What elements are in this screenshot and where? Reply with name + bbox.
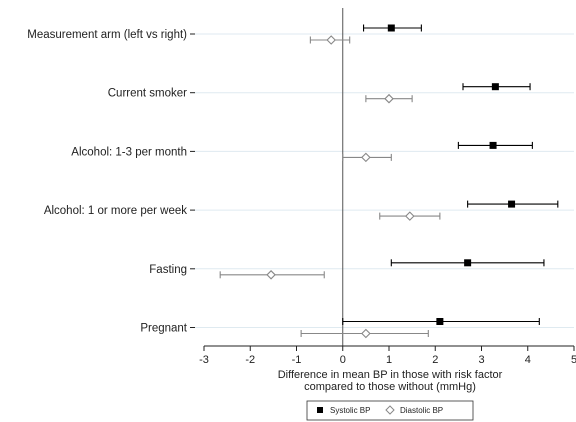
estimate-marks [219,24,559,339]
systolic-estimate [387,24,395,32]
diastolic-estimate [405,211,415,221]
category-label: Current smoker [108,88,187,100]
x-tick-label: 4 [525,354,531,366]
x-axis: -3 -2 -1 0 1 2 3 4 5 Difference in mean BP in th… [199,345,576,393]
diastolic-estimate [266,270,276,280]
x-axis-title-line-1: Difference in mean BP in those with risk… [278,369,503,381]
category-label: Fasting [149,264,187,276]
x-tick-label: 2 [432,354,438,366]
x-tick-label: 3 [478,354,484,366]
legend-systolic-marker [317,407,323,413]
category-label: Alcohol: 1 or more per week [44,205,187,217]
x-axis-title-line-2: compared to those without (mmHg) [304,381,476,393]
category-label: Pregnant [140,323,187,335]
x-tick-label: 1 [386,354,392,366]
x-tick-label: -3 [199,354,209,366]
systolic-estimate [491,83,499,91]
x-tick-label: 5 [571,354,576,366]
x-axis-ticks: -3 -2 -1 0 1 2 3 4 5 [199,346,576,366]
category-label: Measurement arm (left vs right) [27,29,187,41]
x-tick-label: 0 [340,354,346,366]
systolic-estimate [508,200,516,208]
gridlines [194,33,574,328]
diastolic-estimate [361,328,371,339]
diastolic-estimate [361,152,371,163]
legend-systolic-label: Systolic BP [330,406,370,415]
systolic-estimate [464,259,472,267]
systolic-estimate [436,318,444,325]
systolic-estimate [489,141,497,149]
legend-diastolic-label: Diastolic BP [400,406,443,415]
legend: Systolic BP Diastolic BP [306,400,474,421]
legend-diastolic-marker [385,405,395,415]
category-labels: Measurement arm (left vs right) Current s… [27,29,195,335]
x-tick-label: -1 [292,354,302,366]
x-tick-label: -2 [245,354,255,366]
category-label: Alcohol: 1-3 per month [71,146,187,158]
diastolic-estimate [384,93,394,104]
diastolic-estimate [326,35,336,45]
